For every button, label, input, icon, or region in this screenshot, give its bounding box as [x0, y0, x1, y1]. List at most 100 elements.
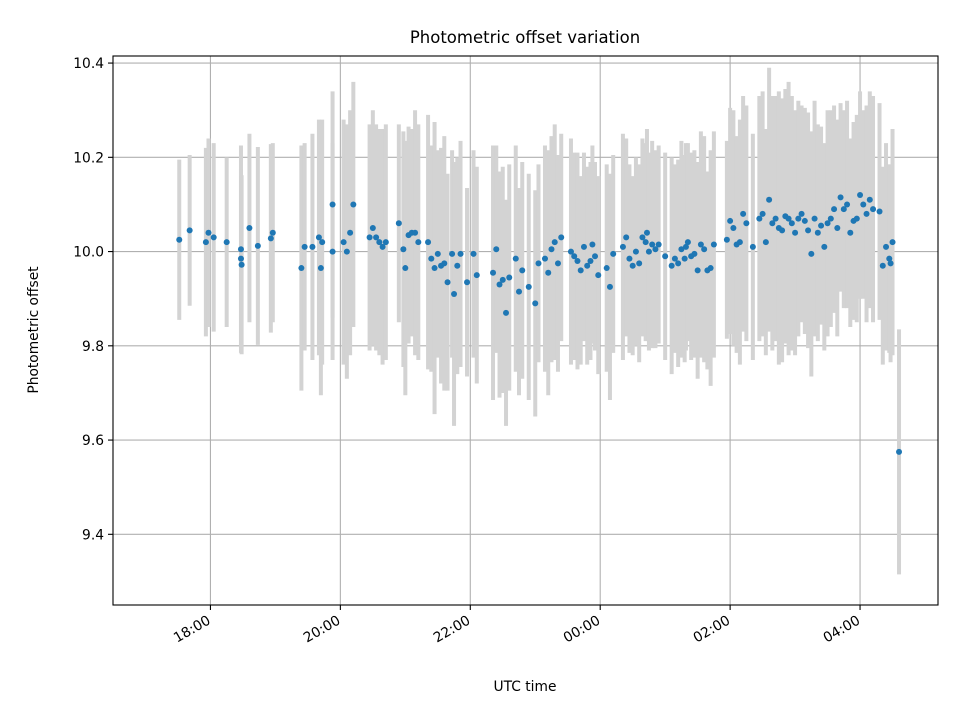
data-point — [451, 290, 458, 297]
y-tick-label: 9.6 — [82, 433, 104, 449]
x-axis-label: UTC time — [494, 679, 557, 695]
x-tick-label: 20:00 — [301, 613, 343, 647]
data-point — [347, 229, 354, 236]
errorbar-layer — [177, 67, 902, 575]
data-point — [824, 220, 831, 227]
x-axis: 18:00 20:00 22:00 00:00 02:00 04:00 — [171, 605, 863, 646]
data-point — [779, 227, 786, 234]
data-point — [701, 246, 708, 253]
data-point — [723, 236, 730, 243]
data-point — [610, 250, 617, 257]
data-point — [795, 215, 802, 222]
y-tick-label: 9.8 — [82, 339, 104, 355]
data-point — [668, 262, 675, 269]
data-point — [350, 201, 357, 208]
data-point — [473, 272, 480, 279]
axes-border — [112, 55, 939, 606]
data-point — [246, 225, 253, 232]
data-point — [499, 276, 506, 283]
data-point — [730, 225, 737, 232]
data-point — [814, 229, 821, 236]
data-point — [580, 243, 587, 250]
data-point — [636, 260, 643, 267]
data-point — [886, 255, 893, 262]
data-point — [619, 243, 626, 250]
y-tick-label: 10.4 — [73, 56, 104, 72]
data-point — [603, 265, 610, 272]
data-point — [400, 246, 407, 253]
data-point — [772, 215, 779, 222]
data-point — [756, 215, 763, 222]
chart-title: Photometric offset variation — [410, 28, 640, 47]
data-point — [818, 222, 825, 229]
data-point — [847, 229, 854, 236]
data-point — [329, 201, 336, 208]
data-point — [237, 255, 244, 262]
data-point — [202, 239, 209, 246]
data-point — [652, 246, 659, 253]
data-point — [254, 242, 261, 249]
data-point — [506, 274, 513, 281]
data-point — [329, 248, 336, 255]
data-point — [870, 206, 877, 213]
data-point — [675, 260, 682, 267]
data-point — [595, 272, 602, 279]
data-point — [587, 257, 594, 264]
data-point — [655, 241, 662, 248]
data-point — [373, 234, 380, 241]
data-point — [366, 234, 373, 241]
data-point — [643, 229, 650, 236]
data-point — [727, 217, 734, 224]
data-point — [535, 260, 542, 267]
data-point — [238, 261, 245, 268]
data-point — [879, 262, 886, 269]
data-point — [210, 234, 217, 241]
data-point — [558, 234, 565, 241]
data-point — [186, 227, 193, 234]
data-point — [532, 300, 539, 307]
data-point — [863, 210, 870, 217]
data-point — [682, 243, 689, 250]
data-point — [749, 243, 756, 250]
data-point — [642, 239, 649, 246]
data-point — [821, 243, 828, 250]
data-point — [831, 206, 838, 213]
data-point — [743, 220, 750, 227]
data-point — [589, 241, 596, 248]
data-point — [834, 225, 841, 232]
data-point — [444, 279, 451, 286]
data-point — [496, 281, 503, 288]
data-point — [671, 255, 678, 262]
data-point — [876, 208, 883, 215]
data-point — [853, 215, 860, 222]
data-point — [736, 239, 743, 246]
data-point — [860, 201, 867, 208]
y-tick-label: 10.2 — [73, 150, 104, 166]
data-point — [425, 239, 432, 246]
data-point — [343, 248, 350, 255]
y-axis-label: Photometric offset — [26, 266, 42, 394]
data-point — [805, 227, 812, 234]
x-tick-label: 04:00 — [821, 613, 863, 647]
data-point — [269, 229, 276, 236]
data-point — [415, 239, 422, 246]
data-point — [464, 279, 471, 286]
data-point — [883, 243, 890, 250]
data-point — [309, 243, 316, 250]
data-point — [681, 255, 688, 262]
x-tick-label: 22:00 — [431, 613, 473, 647]
data-point — [519, 267, 526, 274]
data-point — [512, 255, 519, 262]
data-point — [431, 265, 438, 272]
data-point — [629, 262, 636, 269]
data-point — [811, 215, 818, 222]
data-point — [785, 215, 792, 222]
data-point — [516, 288, 523, 295]
data-point — [584, 262, 591, 269]
data-point — [412, 229, 419, 236]
data-point — [402, 265, 409, 272]
data-point — [766, 196, 773, 203]
data-point — [691, 250, 698, 257]
data-point — [837, 194, 844, 201]
data-point — [457, 250, 464, 257]
